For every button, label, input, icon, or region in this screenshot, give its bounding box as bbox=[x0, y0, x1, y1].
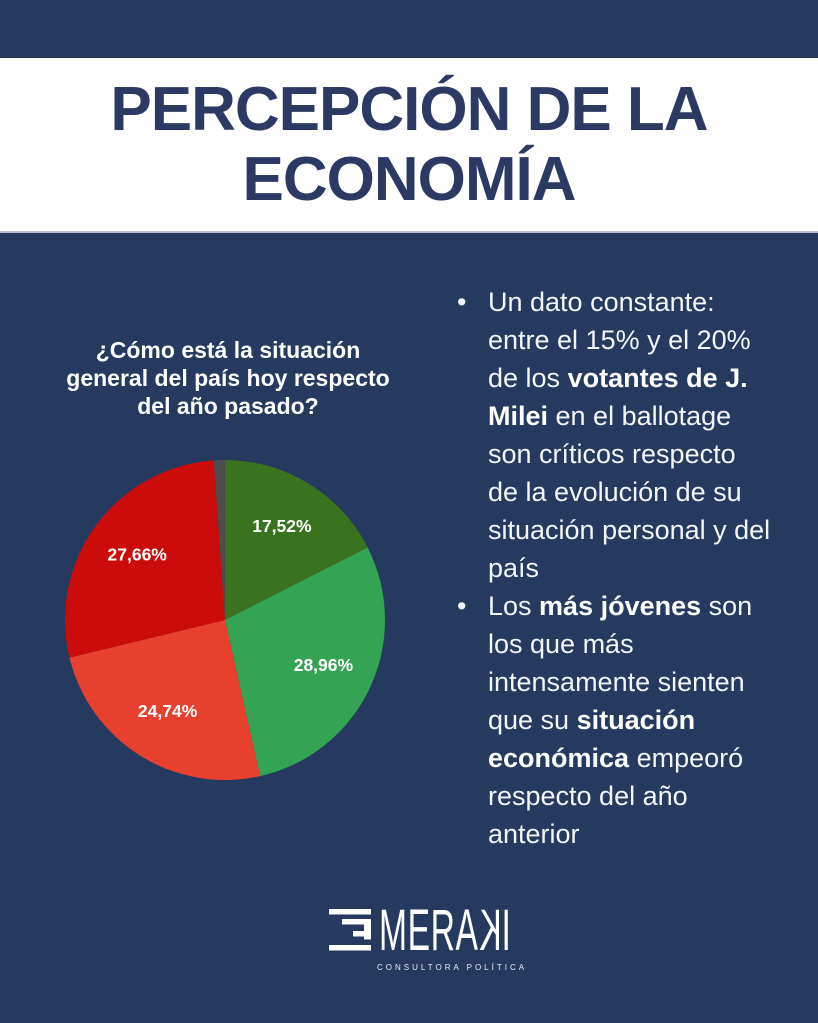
insight-text: en el ballotage son críticos respecto de… bbox=[488, 401, 771, 583]
meraki-wordmark: MERA K I bbox=[379, 898, 511, 963]
pie-slice-0 bbox=[225, 460, 368, 620]
brand-tagline: CONSULTORA POLÍTICA bbox=[377, 963, 528, 972]
pie-slice-2 bbox=[69, 620, 261, 780]
chart-question-line-3: del año pasado? bbox=[137, 393, 319, 419]
insight-text-bold: situación económica bbox=[488, 705, 696, 773]
insight-bullet: Los más jóvenes son los que más intensam… bbox=[455, 587, 773, 853]
insight-text: empeoró respecto del año anterior bbox=[488, 743, 744, 849]
page-title-line-2: ECONOMÍA bbox=[242, 144, 577, 214]
chart-question: ¿Cómo está la situación general del país… bbox=[30, 336, 426, 420]
meraki-logo-icon bbox=[329, 909, 371, 951]
wordmark-post: I bbox=[501, 898, 512, 963]
wordmark-pre: MERA bbox=[379, 898, 479, 963]
pie-slice-label-2: 24,74% bbox=[138, 701, 198, 721]
chart-question-line-2: general del país hoy respecto bbox=[66, 365, 390, 391]
pie-chart: 17,52% 28,96% 24,74% 27,66% bbox=[65, 460, 385, 780]
pie-slice-4 bbox=[213, 460, 225, 620]
pie-slice-1 bbox=[225, 547, 385, 777]
insight-text: Un dato constante: entre el 15% y el 20%… bbox=[488, 287, 751, 393]
insight-bullet: Un dato constante: entre el 15% y el 20%… bbox=[455, 283, 773, 587]
insight-text-bold: votantes de J. Milei bbox=[488, 363, 748, 431]
insight-text: son los que más intensamente sienten que… bbox=[488, 591, 753, 735]
insights-list: Un dato constante: entre el 15% y el 20%… bbox=[455, 283, 773, 853]
pie-slice-label-3: 27,66% bbox=[108, 544, 168, 564]
pie-slice-3 bbox=[65, 460, 225, 658]
pie-slice-label-0: 17,52% bbox=[252, 516, 312, 536]
page-title-line-1: PERCEPCIÓN DE LA bbox=[110, 74, 708, 144]
insight-text: Los bbox=[488, 591, 540, 621]
insight-text-bold: más jóvenes bbox=[539, 591, 702, 621]
title-band: PERCEPCIÓN DE LA ECONOMÍA bbox=[0, 58, 818, 233]
pie-chart-container: 17,52% 28,96% 24,74% 27,66% bbox=[45, 440, 405, 800]
pie-slice-label-1: 28,96% bbox=[294, 655, 354, 675]
wordmark-mirrored-k: K bbox=[478, 898, 502, 963]
chart-question-line-1: ¿Cómo está la situación bbox=[95, 337, 361, 363]
